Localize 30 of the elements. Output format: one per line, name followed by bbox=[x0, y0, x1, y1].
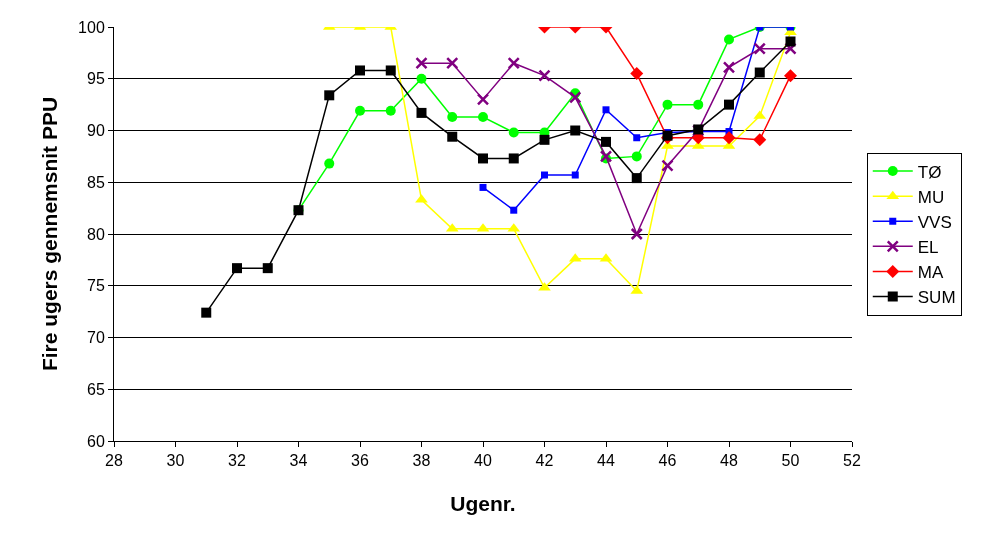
x-tick-label: 48 bbox=[720, 452, 738, 470]
legend-label: TØ bbox=[917, 162, 942, 182]
y-tick-label: 100 bbox=[78, 18, 105, 36]
x-tick-label: 34 bbox=[289, 452, 308, 470]
y-axis-title: Fire ugers gennemsnit PPU bbox=[38, 96, 62, 372]
y-tick-label: 90 bbox=[87, 122, 105, 140]
x-tick-label: 36 bbox=[351, 452, 369, 470]
y-tick-label: 75 bbox=[87, 277, 105, 295]
y-tick-label: 70 bbox=[87, 329, 105, 347]
legend-label: MA bbox=[917, 263, 944, 283]
x-tick-label: 28 bbox=[105, 452, 123, 470]
x-tick-label: 42 bbox=[535, 452, 554, 470]
x-axis-title: Ugenr. bbox=[450, 492, 516, 516]
x-tick-label: 32 bbox=[228, 452, 246, 470]
y-tick-label: 80 bbox=[87, 225, 105, 243]
x-tick-label: 46 bbox=[658, 452, 677, 470]
y-tick-label: 60 bbox=[87, 432, 105, 450]
y-tick-label: 65 bbox=[87, 380, 105, 398]
legend-label: VVS bbox=[917, 212, 952, 232]
legend-label: MU bbox=[917, 187, 945, 207]
legend-label: SUM bbox=[917, 288, 956, 308]
x-tick-label: 38 bbox=[412, 452, 431, 470]
x-tick-label: 30 bbox=[166, 452, 185, 470]
y-tick-label: 85 bbox=[87, 173, 105, 191]
x-tick-label: 40 bbox=[474, 452, 492, 470]
x-tick-label: 44 bbox=[597, 452, 615, 470]
legend-label: EL bbox=[917, 237, 939, 257]
y-tick-label: 95 bbox=[87, 70, 105, 88]
x-tick-label: 52 bbox=[843, 452, 861, 470]
x-tick-label: 50 bbox=[781, 452, 800, 470]
